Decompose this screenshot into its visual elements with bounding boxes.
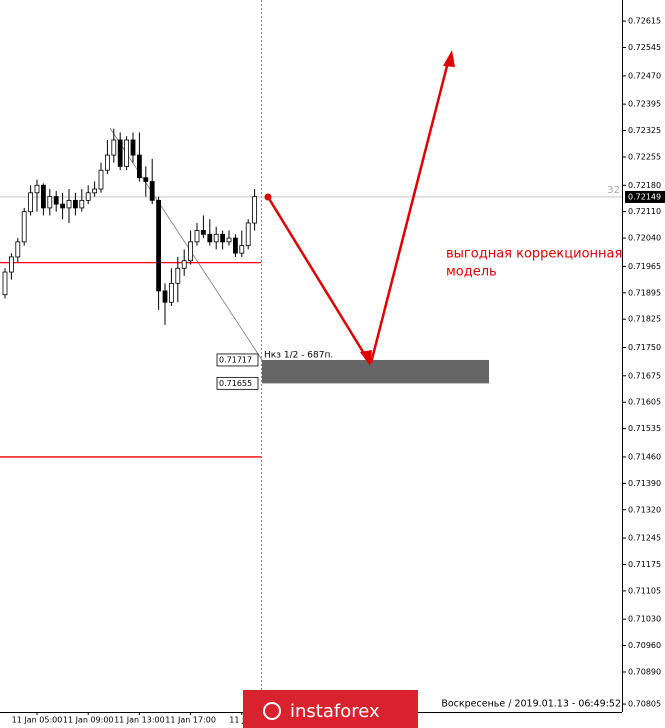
candle-body <box>92 188 97 194</box>
zone-note: Нкз 1/2 - 687п. <box>264 351 333 361</box>
candle-body <box>220 233 226 243</box>
y-tick-label: 0.71605 <box>628 398 661 407</box>
candle-body <box>226 237 232 243</box>
zone-label-box <box>216 376 259 390</box>
annotation: модель <box>446 265 497 280</box>
y-tick-label: 0.71825 <box>628 315 661 324</box>
candle-body <box>124 139 129 167</box>
y-tick-label: 0.71030 <box>628 615 661 624</box>
price-label-bg <box>625 190 665 203</box>
candle-body <box>194 230 200 243</box>
candle-body <box>47 196 53 209</box>
y-tick-label: 0.71750 <box>628 343 661 352</box>
y-tick-label: 0.72545 <box>628 43 661 52</box>
candle-body <box>175 267 181 284</box>
candle-body <box>232 237 238 254</box>
candle-body <box>136 154 142 179</box>
candle-body <box>143 177 149 182</box>
y-tick-label: 0.72110 <box>628 207 661 216</box>
candle-body <box>156 199 162 292</box>
y-tick-label: 0.70805 <box>628 700 661 709</box>
annotation: выгодная коррекционная <box>446 247 622 262</box>
y-tick-label: 0.71245 <box>628 534 661 543</box>
candle-body <box>245 222 251 247</box>
trend-line <box>109 127 263 361</box>
candle-body <box>188 241 194 262</box>
watermark: instaforex <box>290 701 380 722</box>
spread: 32 <box>607 185 620 196</box>
candle-body <box>79 199 85 209</box>
candle-body <box>181 260 187 269</box>
y-tick-label: 0.71390 <box>628 479 661 488</box>
x-tick-label: 11 Jan 05:00 <box>12 716 63 725</box>
watermark-logo <box>263 702 281 720</box>
x-tick-label: 11 Jan <box>229 716 254 725</box>
zone <box>262 359 489 384</box>
y-tick-label: 0.72255 <box>628 152 661 161</box>
zone-label: 0.71655 <box>219 379 252 388</box>
price-label: 0.72149 <box>628 192 661 201</box>
y-tick-label: 0.72395 <box>628 100 661 109</box>
timestamp-bg <box>418 696 622 712</box>
y-tick-label: 0.72470 <box>628 71 661 80</box>
y-tick-label: 0.71105 <box>628 586 661 595</box>
candle-body <box>162 290 168 303</box>
y-tick-label: 0.72040 <box>628 234 661 243</box>
arrow-up <box>369 61 450 364</box>
y-tick-label: 0.72615 <box>628 17 661 26</box>
candle-body <box>2 271 8 296</box>
zone-label-box <box>216 353 259 367</box>
y-tick-label: 0.71535 <box>628 424 661 433</box>
candle-body <box>15 241 21 258</box>
candle-body <box>21 211 27 243</box>
y-tick-label: 0.72325 <box>628 126 661 135</box>
candle-body <box>34 184 40 194</box>
forecast-arrows <box>264 50 455 366</box>
candle-body <box>28 192 34 213</box>
candle-body <box>53 196 59 205</box>
candle-body <box>111 139 117 156</box>
zone-label: 0.71717 <box>219 355 252 364</box>
candle-body <box>8 256 14 273</box>
arrow-head <box>443 50 455 67</box>
candle-body <box>41 184 46 209</box>
arrow-head <box>360 350 372 366</box>
candle-body <box>168 282 174 303</box>
candle-body <box>117 139 123 167</box>
arrow-down <box>266 196 370 361</box>
marks: 0.72615 0.72545 0.72470 0.72395 0.72325 0.722… <box>0 17 665 725</box>
y-tick-label: 0.71460 <box>628 452 661 461</box>
y-tick-label: 0.72180 <box>628 181 661 190</box>
y-tick-label: 0.70960 <box>628 641 661 650</box>
candle-body <box>213 233 219 243</box>
candle-body <box>130 139 136 156</box>
candle-body <box>105 154 110 171</box>
candle-body <box>239 245 245 254</box>
watermark-box <box>243 690 418 728</box>
candle-body <box>200 230 206 235</box>
candle-body <box>73 199 78 209</box>
y-tick-label: 0.71320 <box>628 505 661 514</box>
candle-body <box>66 199 72 209</box>
candle-body <box>149 181 155 201</box>
x-tick-label: 11 Jan 17:00 <box>165 716 216 725</box>
y-tick-label: 0.71965 <box>628 262 661 271</box>
candle-body <box>252 196 258 224</box>
candle-body <box>85 192 91 201</box>
y-tick-label: 0.71895 <box>628 288 661 297</box>
y-tick-label: 0.70890 <box>628 668 661 677</box>
x-tick-label: 11 Jan 09:00 <box>63 716 114 725</box>
candle-body <box>60 203 65 209</box>
candle-body <box>207 233 213 243</box>
y-tick-label: 0.71675 <box>628 371 661 380</box>
y-tick-label: 0.71175 <box>628 560 661 569</box>
candle-body <box>98 169 104 190</box>
x-tick-label: 11 Jan 13:00 <box>114 716 165 725</box>
timestamp: Воскресенье / 2019.01.13 - 06:49:52 <box>441 699 621 710</box>
